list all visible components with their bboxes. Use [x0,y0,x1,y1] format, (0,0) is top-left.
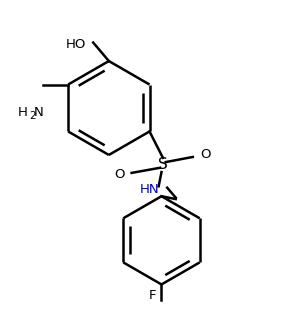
Text: S: S [158,157,168,172]
Text: 2: 2 [30,111,36,121]
Text: O: O [200,148,210,162]
Text: HN: HN [140,182,160,196]
Text: N: N [34,106,43,119]
Text: HO: HO [66,38,86,51]
Text: H: H [18,106,28,119]
Text: F: F [149,289,157,302]
Text: O: O [114,168,124,181]
